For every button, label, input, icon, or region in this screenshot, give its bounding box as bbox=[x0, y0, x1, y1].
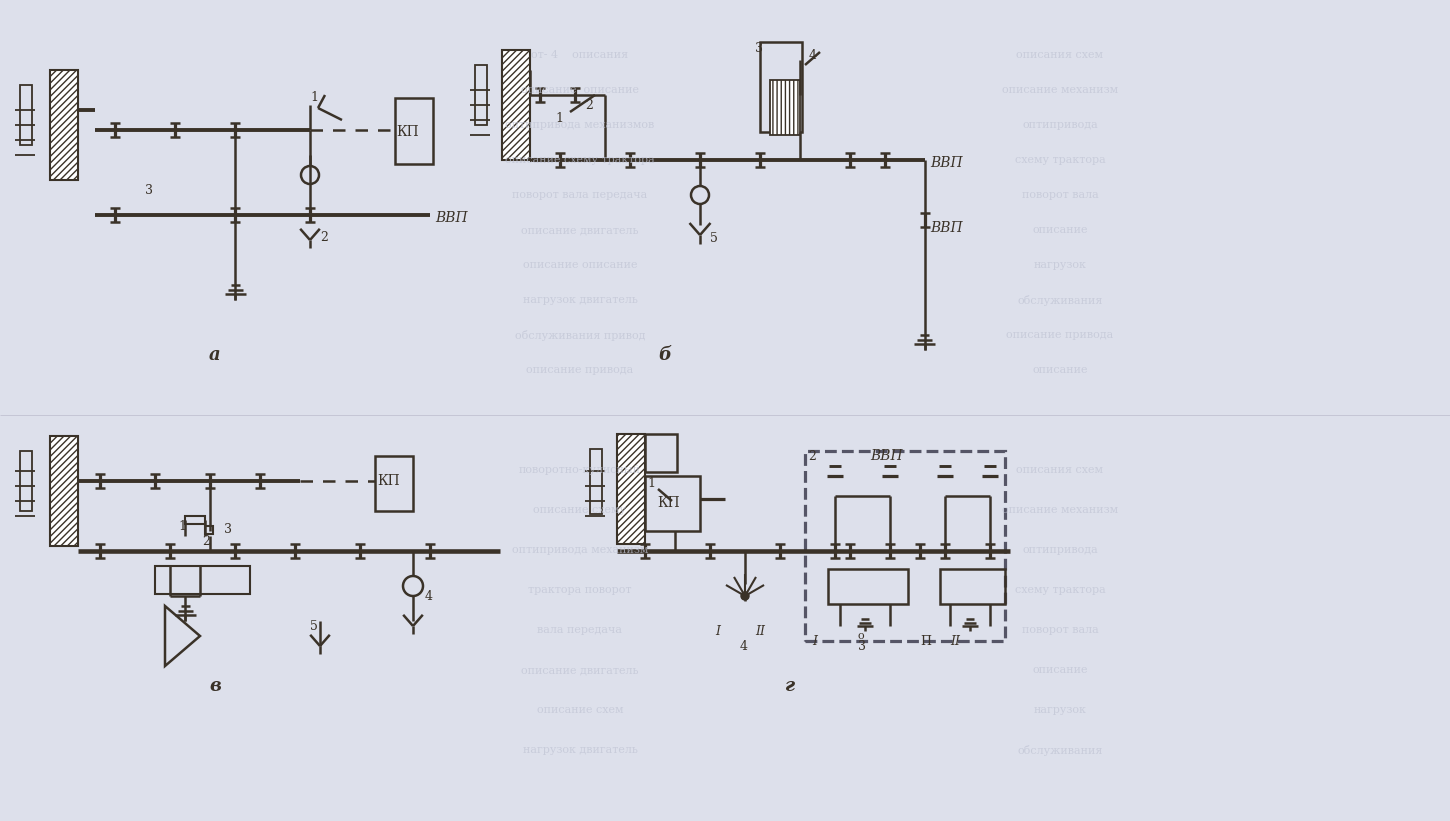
Bar bbox=[20, 451, 32, 511]
Text: I: I bbox=[812, 635, 816, 648]
Text: трактора поворот: трактора поворот bbox=[528, 585, 632, 595]
Bar bbox=[828, 569, 908, 604]
Text: описания схем: описания схем bbox=[1016, 50, 1103, 60]
Text: описание привода: описание привода bbox=[526, 365, 634, 375]
Text: поворот вала передача: поворот вала передача bbox=[512, 190, 648, 200]
Text: 4: 4 bbox=[425, 589, 434, 603]
Text: нагрузок двигатель: нагрузок двигатель bbox=[522, 745, 638, 755]
Text: б: б bbox=[658, 346, 671, 364]
Text: оптипривода: оптипривода bbox=[1022, 120, 1098, 130]
Text: 3: 3 bbox=[858, 640, 866, 653]
Text: 5: 5 bbox=[710, 232, 718, 245]
Text: 4: 4 bbox=[809, 48, 816, 62]
Text: 2: 2 bbox=[584, 99, 593, 112]
Text: описание механизм: описание механизм bbox=[1002, 85, 1118, 95]
Text: описания схем: описания схем bbox=[1016, 465, 1103, 475]
Text: ВВП: ВВП bbox=[929, 221, 963, 235]
Bar bbox=[49, 70, 78, 180]
Text: I: I bbox=[715, 625, 721, 637]
Text: описание схем: описание схем bbox=[536, 705, 624, 715]
Text: нагрузок двигатель: нагрузок двигатель bbox=[522, 295, 638, 305]
Text: 2: 2 bbox=[320, 231, 328, 244]
Bar bbox=[645, 434, 677, 472]
Text: o: o bbox=[858, 631, 864, 641]
Text: описание механизм: описание механизм bbox=[1002, 505, 1118, 515]
Text: в: в bbox=[209, 677, 220, 695]
Text: описание схему трактора: описание схему трактора bbox=[505, 155, 655, 165]
Bar bbox=[476, 65, 487, 125]
Text: обслуживания: обслуживания bbox=[1018, 295, 1102, 305]
Text: 2: 2 bbox=[202, 534, 210, 548]
Text: описание привода: описание привода bbox=[1006, 330, 1114, 340]
Text: описание схему: описание схему bbox=[534, 505, 626, 515]
Bar bbox=[155, 566, 249, 594]
Bar bbox=[805, 451, 1005, 641]
Text: 1: 1 bbox=[555, 112, 563, 125]
Text: описание: описание bbox=[1032, 225, 1088, 235]
Circle shape bbox=[741, 592, 750, 600]
Text: II: II bbox=[755, 625, 766, 637]
Text: обслуживания привод: обслуживания привод bbox=[515, 329, 645, 341]
Text: описание двигатель: описание двигатель bbox=[521, 225, 639, 235]
Text: 1: 1 bbox=[310, 90, 318, 103]
Bar bbox=[645, 476, 700, 531]
Text: описание двигатель: описание двигатель bbox=[521, 665, 639, 675]
Text: описание: описание bbox=[1032, 665, 1088, 675]
Bar bbox=[20, 85, 32, 145]
Text: II: II bbox=[950, 635, 960, 648]
Text: оптипривода: оптипривода bbox=[1022, 545, 1098, 555]
Text: оптипривода механизм: оптипривода механизм bbox=[512, 545, 648, 555]
Bar bbox=[760, 42, 802, 132]
Text: обслуживания: обслуживания bbox=[1018, 745, 1102, 755]
Text: г: г bbox=[784, 677, 795, 695]
Text: нагрузок: нагрузок bbox=[1034, 260, 1086, 270]
Text: описание описание: описание описание bbox=[523, 260, 637, 270]
Text: описание  описание: описание описание bbox=[521, 85, 639, 95]
Text: 2: 2 bbox=[808, 450, 816, 462]
Text: ВВП: ВВП bbox=[435, 211, 467, 225]
Text: 4: 4 bbox=[740, 640, 748, 653]
Text: 5: 5 bbox=[310, 620, 318, 632]
Bar bbox=[204, 526, 213, 534]
Text: поворотно-кулисный: поворотно-кулисный bbox=[519, 465, 641, 475]
Text: ВВП: ВВП bbox=[870, 449, 902, 463]
Bar bbox=[618, 434, 645, 544]
Text: а: а bbox=[209, 346, 220, 364]
Text: от- 4    описания: от- 4 описания bbox=[532, 50, 628, 60]
Text: 1: 1 bbox=[647, 476, 655, 489]
Bar bbox=[186, 516, 204, 524]
Text: КП: КП bbox=[396, 125, 419, 139]
Text: 3: 3 bbox=[755, 42, 763, 54]
Text: оптипривода механизмов: оптипривода механизмов bbox=[506, 120, 654, 130]
Bar bbox=[770, 80, 800, 135]
Bar bbox=[394, 98, 434, 164]
Text: 3: 3 bbox=[223, 522, 232, 535]
Text: нагрузок: нагрузок bbox=[1034, 705, 1086, 715]
Bar bbox=[590, 449, 602, 514]
Bar bbox=[376, 456, 413, 511]
Text: поворот вала: поворот вала bbox=[1022, 625, 1098, 635]
Bar bbox=[502, 50, 531, 160]
Text: П: П bbox=[919, 635, 931, 648]
Text: схему трактора: схему трактора bbox=[1015, 155, 1105, 165]
Text: 1: 1 bbox=[178, 520, 186, 533]
Text: ВВП: ВВП bbox=[929, 156, 963, 170]
Text: 3: 3 bbox=[145, 184, 154, 196]
Bar bbox=[940, 569, 1005, 604]
Text: КП: КП bbox=[657, 496, 680, 510]
Bar bbox=[49, 436, 78, 546]
Text: схему трактора: схему трактора bbox=[1015, 585, 1105, 595]
Text: поворот вала: поворот вала bbox=[1022, 190, 1098, 200]
Text: вала передача: вала передача bbox=[538, 625, 622, 635]
Text: КП: КП bbox=[377, 474, 400, 488]
Text: описание: описание bbox=[1032, 365, 1088, 375]
